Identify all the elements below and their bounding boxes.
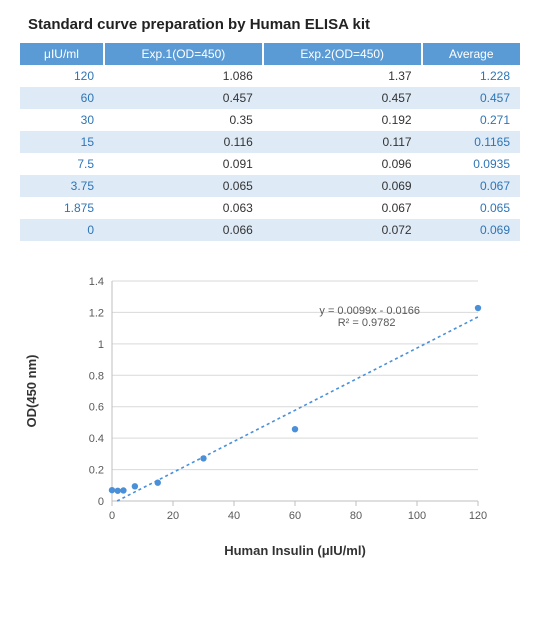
table-row: 150.1160.1170.1165 [20, 131, 520, 153]
table-cell: 0.271 [422, 109, 520, 131]
table-cell: 0 [20, 219, 104, 241]
data-point [120, 487, 126, 493]
x-tick-label: 60 [289, 510, 301, 522]
page-title: Standard curve preparation by Human ELIS… [28, 16, 532, 33]
table-cell: 0.066 [104, 219, 263, 241]
data-point [155, 479, 161, 485]
table-cell: 0.096 [263, 153, 422, 175]
x-tick-label: 80 [350, 510, 362, 522]
table-cell: 0.063 [104, 197, 263, 219]
table-cell: 0.192 [263, 109, 422, 131]
scatter-chart: OD(450 nm) 0 0.2 0.4 0.6 0.8 1 1.2 1.4 0 20 40 60 80 1… [22, 271, 522, 571]
y-tick-label: 0 [98, 496, 104, 508]
x-tick-label: 100 [408, 510, 426, 522]
table-cell: 15 [20, 131, 104, 153]
table-header: Exp.2(OD=450) [263, 43, 422, 65]
table-cell: 1.228 [422, 65, 520, 87]
equation-line-2: R² = 0.9782 [338, 317, 396, 329]
y-tick-label: 1.2 [89, 307, 104, 319]
data-point [115, 488, 121, 494]
table-cell: 0.116 [104, 131, 263, 153]
trendline [117, 317, 478, 501]
y-tick-label: 0.2 [89, 465, 104, 477]
data-point [132, 483, 138, 489]
table-header: μIU/ml [20, 43, 104, 65]
table-row: 3.750.0650.0690.067 [20, 175, 520, 197]
table-cell: 0.069 [263, 175, 422, 197]
table-cell: 120 [20, 65, 104, 87]
table-cell: 60 [20, 87, 104, 109]
y-tick-label: 1.4 [89, 276, 104, 288]
x-tick-label: 20 [167, 510, 179, 522]
table-cell: 30 [20, 109, 104, 131]
table-cell: 1.37 [263, 65, 422, 87]
y-axis-label: OD(450 nm) [24, 355, 39, 428]
table-cell: 0.457 [422, 87, 520, 109]
table-row: 7.50.0910.0960.0935 [20, 153, 520, 175]
table-row: 600.4570.4570.457 [20, 87, 520, 109]
table-cell: 1.875 [20, 197, 104, 219]
table-cell: 7.5 [20, 153, 104, 175]
y-tick-label: 1 [98, 339, 104, 351]
table-cell: 0.117 [263, 131, 422, 153]
table-cell: 0.0935 [422, 153, 520, 175]
table-header: Exp.1(OD=450) [104, 43, 263, 65]
data-point [292, 426, 298, 432]
table-cell: 0.457 [263, 87, 422, 109]
table-cell: 0.065 [422, 197, 520, 219]
table-row: 00.0660.0720.069 [20, 219, 520, 241]
table-cell: 0.067 [263, 197, 422, 219]
table-header: Average [422, 43, 520, 65]
data-point [200, 455, 206, 461]
table-row: 1201.0861.371.228 [20, 65, 520, 87]
table-cell: 0.1165 [422, 131, 520, 153]
x-tick-label: 40 [228, 510, 240, 522]
y-tick-label: 0.8 [89, 370, 104, 382]
data-point [109, 487, 115, 493]
x-axis-label: Human Insulin (μIU/ml) [224, 543, 366, 558]
table-cell: 0.091 [104, 153, 263, 175]
standard-curve-table: μIU/mlExp.1(OD=450)Exp.2(OD=450)Average … [20, 43, 520, 241]
table-row: 1.8750.0630.0670.065 [20, 197, 520, 219]
table-cell: 0.35 [104, 109, 263, 131]
table-cell: 1.086 [104, 65, 263, 87]
table-cell: 0.069 [422, 219, 520, 241]
table-cell: 3.75 [20, 175, 104, 197]
x-tick-label: 120 [469, 510, 487, 522]
x-tick-label: 0 [109, 510, 115, 522]
table-cell: 0.065 [104, 175, 263, 197]
table-cell: 0.072 [263, 219, 422, 241]
table-cell: 0.067 [422, 175, 520, 197]
table-cell: 0.457 [104, 87, 263, 109]
table-row: 300.350.1920.271 [20, 109, 520, 131]
y-tick-label: 0.4 [89, 433, 104, 445]
equation-line-1: y = 0.0099x - 0.0166 [319, 305, 420, 317]
data-point [475, 305, 481, 311]
y-tick-label: 0.6 [89, 402, 104, 414]
